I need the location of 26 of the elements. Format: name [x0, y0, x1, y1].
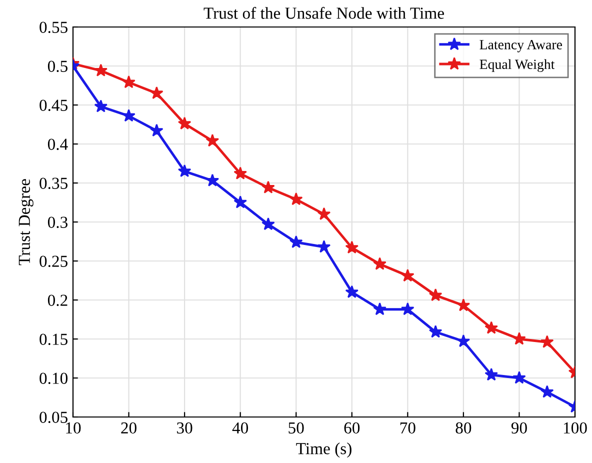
y-tick-label: 0.3 [48, 216, 68, 228]
y-tick-label: 0.4 [48, 138, 68, 150]
y-tick-label: 0.10 [40, 372, 68, 384]
chart-title: Trust of the Unsafe Node with Time [204, 6, 444, 19]
y-tick-label: 0.2 [48, 294, 68, 306]
y-tick-label: 0.15 [40, 334, 68, 346]
x-tick-label: 100 [564, 422, 587, 434]
x-tick-label: 10 [66, 422, 81, 434]
y-tick-label: 0.25 [40, 256, 68, 268]
x-tick-label: 50 [288, 422, 304, 434]
legend-label: Equal Weight [480, 59, 555, 72]
y-axis-title: Trust Degree [18, 179, 34, 266]
y-tick-label: 0.05 [40, 412, 68, 424]
legend-label: Latency Aware [480, 40, 562, 52]
x-tick-label: 40 [232, 422, 248, 434]
x-tick-label: 70 [400, 422, 416, 434]
x-tick-label: 90 [511, 422, 527, 434]
x-axis-title: Time (s) [296, 442, 352, 458]
x-tick-label: 20 [121, 422, 136, 434]
x-tick-label: 30 [177, 422, 192, 434]
y-tick-label: 0.35 [40, 178, 68, 190]
y-tick-label: 0.55 [40, 22, 68, 34]
x-tick-label: 80 [456, 422, 472, 434]
x-tick-label: 60 [344, 422, 360, 434]
y-tick-label: 0.45 [40, 100, 68, 112]
y-tick-label: 0.5 [48, 60, 68, 72]
